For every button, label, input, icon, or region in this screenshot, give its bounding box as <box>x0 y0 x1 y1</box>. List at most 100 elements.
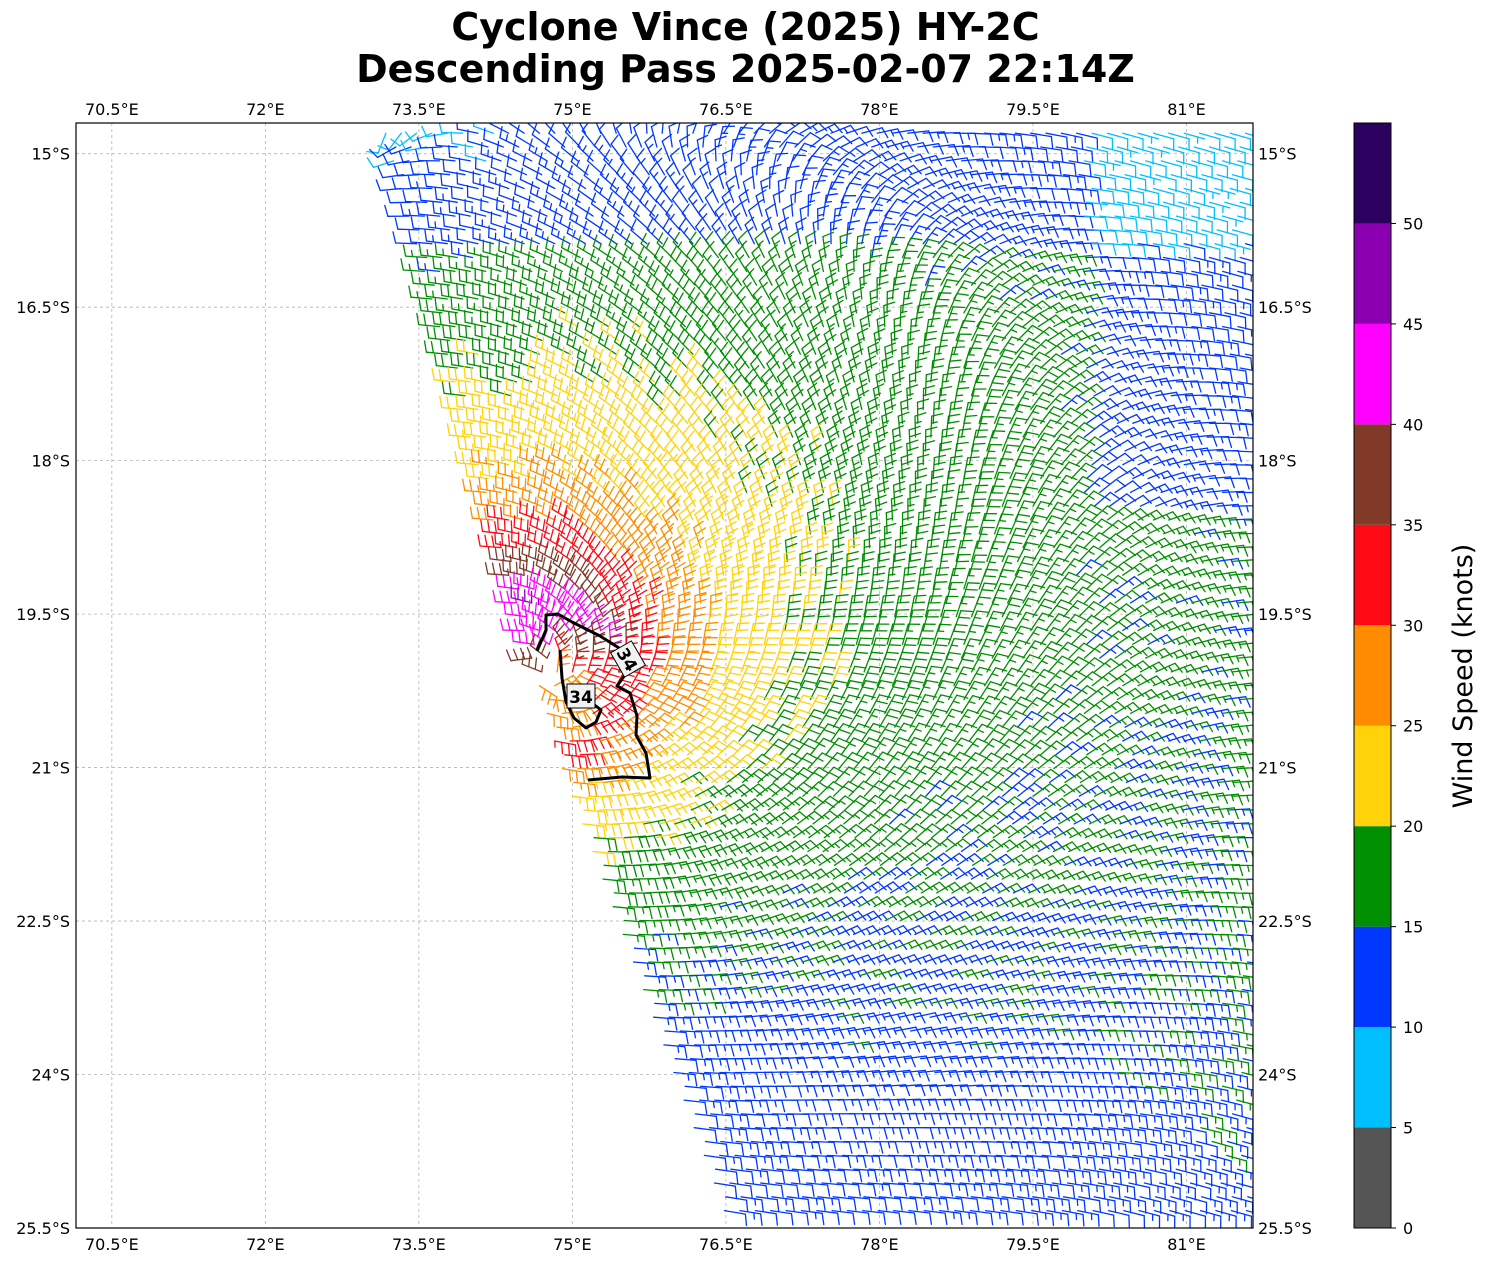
wind-barb <box>744 1099 770 1113</box>
wind-barb <box>629 330 648 355</box>
wind-barb <box>792 437 806 466</box>
wind-barb <box>1114 645 1142 659</box>
wind-barb <box>1183 460 1211 473</box>
wind-barb <box>1231 339 1253 354</box>
wind-barb <box>1215 1209 1237 1228</box>
wind-barb <box>774 327 788 355</box>
wind-barb <box>868 150 897 162</box>
wind-barb <box>1150 817 1178 829</box>
wind-barb <box>1244 739 1253 742</box>
lat-tick-label-right: 16.5°S <box>1258 298 1312 317</box>
wind-barb <box>695 314 712 342</box>
wind-barb <box>1040 146 1064 163</box>
wind-barb <box>831 354 843 383</box>
wind-barb <box>645 123 648 134</box>
wind-barb <box>1006 310 1033 328</box>
wind-barb <box>1079 943 1107 955</box>
wind-barb <box>799 608 817 632</box>
wind-barb <box>672 231 689 259</box>
wind-barb <box>1155 662 1183 673</box>
wind-barb <box>1216 284 1239 303</box>
wind-barb <box>798 354 812 383</box>
wind-barb <box>1047 956 1075 968</box>
wind-barb <box>909 481 922 507</box>
wind-barb <box>1053 265 1081 278</box>
wind-barb <box>832 206 848 231</box>
wind-barb <box>669 245 686 273</box>
wind-barb <box>1161 832 1189 844</box>
wind-barb <box>785 285 799 314</box>
wind-barb <box>1024 351 1051 369</box>
wind-barb <box>986 1027 1014 1039</box>
wind-barb <box>526 123 541 134</box>
wind-barb <box>826 1154 852 1169</box>
wind-barb <box>799 299 813 328</box>
wind-barb <box>1186 791 1214 803</box>
wind-barb <box>742 382 756 411</box>
wind-barb <box>584 667 609 687</box>
wind-barb <box>750 1071 776 1084</box>
wind-barb <box>537 375 558 397</box>
wind-barb <box>728 369 742 397</box>
wind-barb <box>613 807 641 821</box>
wind-barb <box>874 494 888 521</box>
wind-barb <box>560 291 581 314</box>
wind-barb <box>716 161 728 190</box>
wind-barb <box>776 141 799 162</box>
wind-barb <box>571 650 590 673</box>
wind-barb <box>790 507 804 535</box>
wind-barb <box>1196 820 1223 833</box>
wind-barb <box>573 781 598 797</box>
wind-barb <box>1109 493 1137 507</box>
wind-barb <box>1139 284 1165 299</box>
wind-barb <box>761 1085 787 1098</box>
wind-barb <box>1016 324 1044 342</box>
wind-barb <box>991 1084 1018 1097</box>
wind-barb <box>688 231 704 259</box>
wind-barb <box>633 123 643 148</box>
wind-barb <box>924 1112 951 1126</box>
wind-barb <box>922 278 942 300</box>
wind-barb <box>544 579 572 608</box>
wind-barb <box>776 999 804 1011</box>
wind-barb <box>366 157 395 169</box>
wind-barb <box>627 520 644 549</box>
wind-barb <box>586 481 604 507</box>
wind-barb <box>616 205 635 231</box>
wind-barb <box>644 975 669 989</box>
wind-barb <box>1175 270 1199 288</box>
wind-barb <box>1162 525 1191 537</box>
wind-barb <box>1206 215 1229 234</box>
wind-barb <box>1024 404 1049 424</box>
wind-barb <box>1076 344 1104 355</box>
wind-barb <box>1139 605 1168 618</box>
wind-barb <box>968 388 987 411</box>
wind-barb <box>852 925 881 936</box>
wind-barb <box>1099 425 1127 438</box>
wind-barb <box>677 328 694 355</box>
wind-barb <box>1244 574 1253 576</box>
wind-barb <box>1160 593 1189 604</box>
wind-barb <box>506 210 528 231</box>
wind-barb <box>689 465 703 494</box>
wind-barb <box>1070 408 1098 424</box>
wind-barb <box>945 925 973 936</box>
wind-barb <box>815 550 828 576</box>
wind-barb <box>1108 1044 1134 1057</box>
wind-barb <box>1189 1182 1212 1201</box>
wind-barb <box>822 231 835 259</box>
wind-barb <box>1198 515 1226 528</box>
wind-barb <box>929 1168 955 1183</box>
wind-barb <box>1040 406 1065 424</box>
wind-barb <box>771 1113 797 1127</box>
wind-barb <box>1224 696 1251 708</box>
wind-barb <box>1168 132 1190 151</box>
wind-barb <box>735 410 749 438</box>
wind-barb <box>1058 1057 1084 1070</box>
wind-barb <box>511 473 533 494</box>
wind-barb <box>442 159 466 176</box>
wind-barb <box>1076 449 1103 466</box>
wind-barb <box>745 1085 772 1099</box>
wind-barb <box>1026 984 1054 997</box>
wind-barb <box>455 394 479 411</box>
